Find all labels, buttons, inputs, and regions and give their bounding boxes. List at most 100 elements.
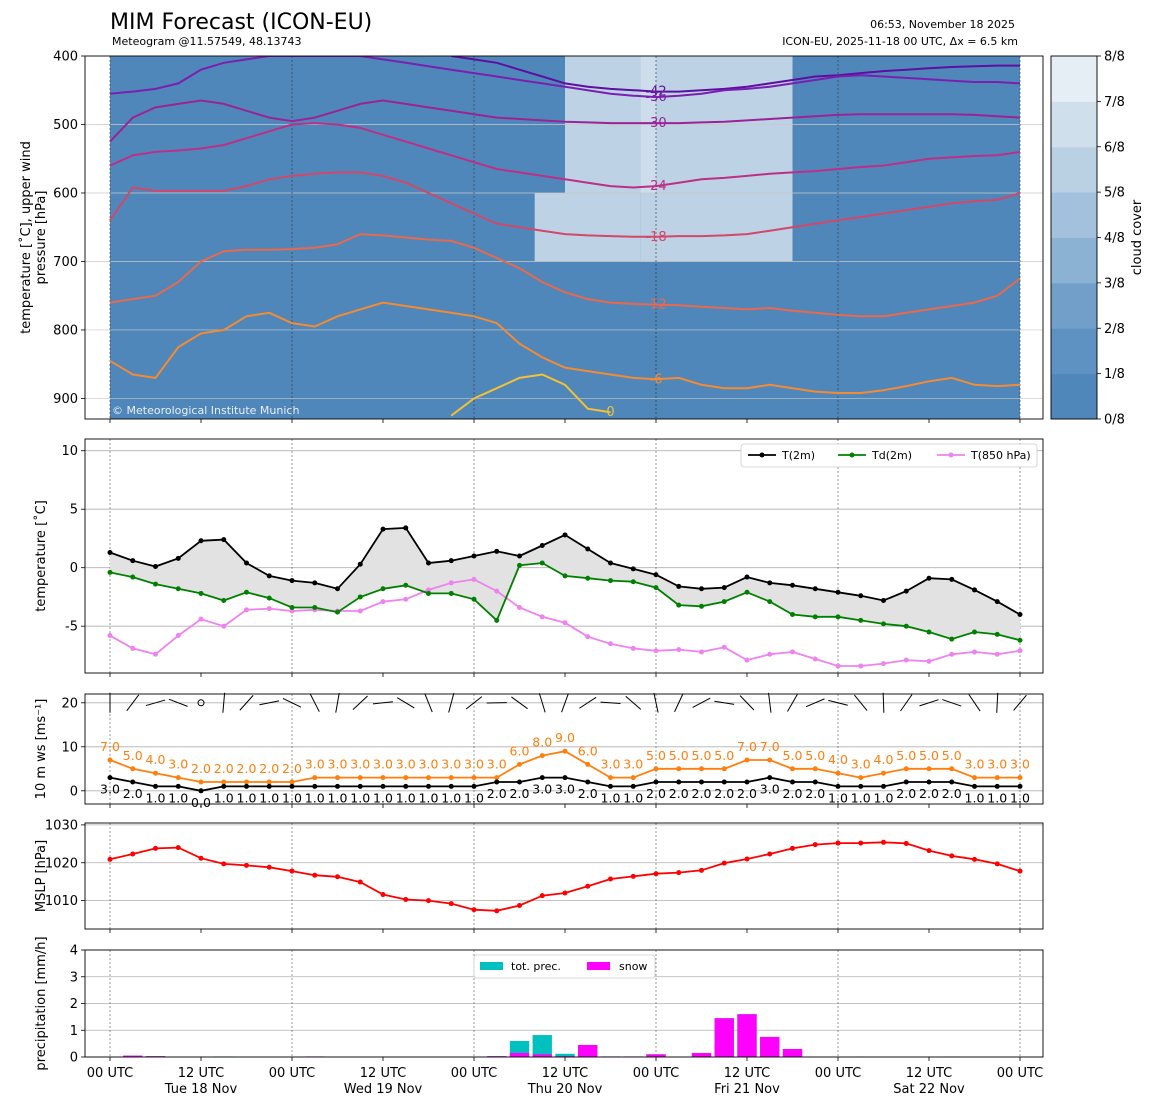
temperature-data-point <box>312 604 318 610</box>
temperature-data-point <box>426 560 431 566</box>
wind-data-point <box>744 779 750 785</box>
temperature-data-point <box>517 553 522 559</box>
temperature-data-point <box>994 651 1000 657</box>
wind-barb <box>396 697 415 709</box>
temperature-data-point <box>676 602 682 608</box>
wind-barb <box>538 693 546 713</box>
wind-barb <box>996 692 999 713</box>
time-tick-label: 00 UTC <box>87 1066 133 1081</box>
wind-data-point <box>699 766 704 772</box>
wind-data-point <box>539 775 545 781</box>
colorbar-tick-label: 4/8 <box>1104 231 1125 246</box>
precipitation-ylabel-text: precipitation [mm/h] <box>34 936 49 1070</box>
upper-plot-area: -42-36-30-24-18-12-60© Meteorological In… <box>85 56 1043 419</box>
wind-ylabel: 10 m ws [ms⁻¹] <box>34 699 49 800</box>
mslp-data-point <box>812 842 818 848</box>
wind-barb <box>335 692 340 713</box>
wind-data-label: 3.0 <box>396 757 416 772</box>
mslp-data-point <box>721 860 727 866</box>
mslp-data-point <box>403 896 409 902</box>
wind-barb <box>625 695 642 710</box>
temperature-data-point <box>198 616 204 622</box>
wind-data-label: 1.0 <box>146 790 166 805</box>
wind-data-point <box>312 775 318 781</box>
mslp-ytick-label: 1030 <box>45 818 78 833</box>
snow-bar <box>691 1052 712 1057</box>
temperature-data-point <box>539 542 545 548</box>
snow-bar <box>578 1044 598 1057</box>
wind-barb <box>579 696 597 709</box>
mslp-data-point <box>289 868 295 874</box>
temperature-data-point <box>949 651 955 657</box>
temperature-ytick-label: 0 <box>70 561 78 576</box>
wind-barb <box>239 695 254 711</box>
wind-data-label: 1.0 <box>237 790 257 805</box>
wind-data-point <box>767 757 773 763</box>
wind-barb <box>561 693 569 713</box>
snow-bar <box>714 1018 734 1057</box>
wind-barb <box>465 696 483 710</box>
temperature-data-point <box>835 589 841 595</box>
wind-data-point <box>721 779 727 785</box>
wind-data-point <box>790 766 795 772</box>
upper-ylabel-line: temperature [˚C], upper wind <box>18 141 34 334</box>
colorbar-swatch <box>1051 373 1097 420</box>
mslp-data-point <box>881 839 886 845</box>
wind-data-point <box>630 783 636 789</box>
temperature-data-point <box>858 617 864 623</box>
wind-data-point <box>175 775 181 781</box>
wind-data-point <box>812 779 818 785</box>
colorbar-tick-label: 1/8 <box>1104 367 1125 382</box>
wind-data-label: 2.0 <box>805 786 825 801</box>
legend-box <box>473 954 656 979</box>
mslp-data-point <box>153 845 158 851</box>
wind-data-point <box>926 779 932 785</box>
temperature-data-point <box>972 629 977 635</box>
time-tick-label: 00 UTC <box>269 1066 315 1081</box>
wind-barb <box>352 695 368 710</box>
upper-ylabel-line: pressure [hPa] <box>34 191 49 285</box>
isotherm-line <box>109 99 1021 143</box>
wind-barb <box>674 693 684 713</box>
wind-barb <box>259 700 280 706</box>
temperature-data-point <box>380 586 386 592</box>
wind-data-label: 2.0 <box>510 786 530 801</box>
temperature-data-point <box>562 620 568 626</box>
mslp-data-point <box>562 890 568 896</box>
temperature-data-point <box>312 580 318 586</box>
wind-data-point <box>721 766 727 772</box>
wind-data-label: 1.0 <box>214 790 234 805</box>
temperature-data-point <box>198 538 204 544</box>
wind-data-point <box>130 779 136 785</box>
time-tick-label: 00 UTC <box>997 1066 1043 1081</box>
temperature-data-point <box>994 599 1000 605</box>
temperature-ytick-label: -5 <box>65 620 78 635</box>
mslp-data-point <box>903 840 909 846</box>
wind-data-point <box>539 753 545 759</box>
colorbar-tick-label: 7/8 <box>1104 95 1125 110</box>
wind-barb <box>1013 694 1027 711</box>
wind-data-point <box>471 775 477 781</box>
wind-data-label: 5.0 <box>783 748 803 763</box>
wind-data-label: 9.0 <box>555 730 575 745</box>
temperature-data-point <box>926 629 932 635</box>
wind-data-label: 3.0 <box>760 782 780 797</box>
wind-data-point <box>403 783 409 789</box>
wind-barb <box>919 699 939 707</box>
wind-data-point <box>130 766 136 772</box>
upper-ytick-label: 900 <box>53 392 78 407</box>
mslp-data-point <box>198 855 204 861</box>
mslp-data-point <box>130 851 136 857</box>
colorbar-swatch <box>1051 282 1097 329</box>
mslp-data-point <box>221 861 227 867</box>
temperature-data-point <box>949 636 955 642</box>
temperature-data-point <box>357 608 363 614</box>
wind-data-label: 2.0 <box>942 786 962 801</box>
wind-data-label: 1.0 <box>305 790 325 805</box>
temperature-data-point <box>403 596 409 602</box>
upper-frame <box>84 55 1044 420</box>
wind-data-point <box>949 779 955 785</box>
temperature-data-point <box>539 614 545 620</box>
temperature-data-point <box>653 648 659 654</box>
wind-data-point <box>994 783 1000 789</box>
